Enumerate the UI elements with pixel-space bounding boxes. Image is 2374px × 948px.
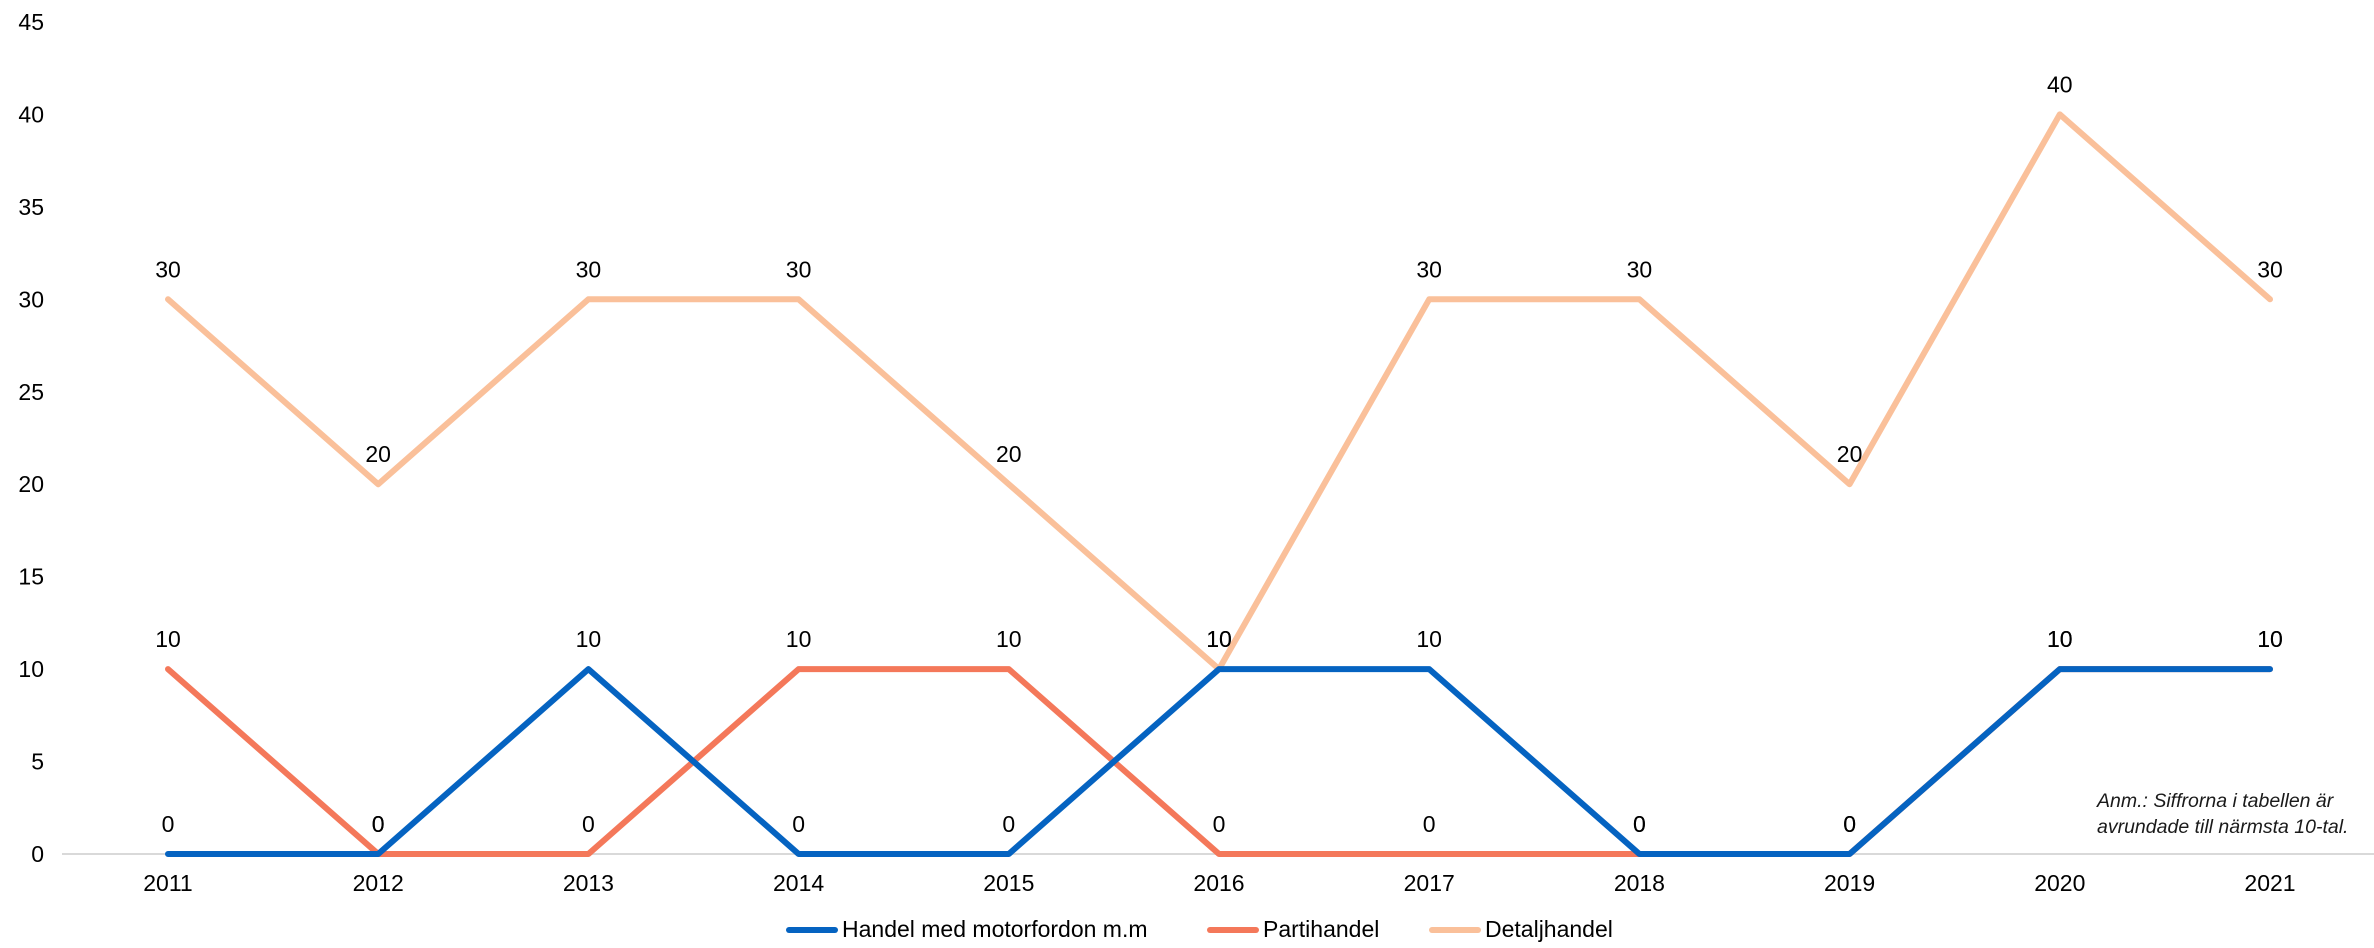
series-line-2 <box>165 111 2273 673</box>
data-label-series-0: 0 <box>1843 811 1856 837</box>
data-label-series-1: 0 <box>1843 811 1856 837</box>
data-label-series-1: 10 <box>786 626 812 652</box>
legend-swatch-motorfordon <box>786 926 838 933</box>
data-label-series-1: 10 <box>2257 626 2283 652</box>
x-tick-label: 2019 <box>1824 870 1875 896</box>
y-tick-label: 5 <box>31 749 44 775</box>
y-tick-label: 25 <box>18 379 44 405</box>
data-label-series-0: 10 <box>2047 626 2073 652</box>
legend: Handel med motorfordon m.m Partihandel D… <box>0 916 2374 948</box>
legend-item-partihandel: Partihandel <box>1207 916 1379 943</box>
data-label-series-2: 30 <box>155 256 181 282</box>
annotation-line-2: avrundade till närmsta 10-tal. <box>2097 816 2349 838</box>
data-label-series-0: 0 <box>1633 811 1646 837</box>
y-axis-tick-labels: 0 5 10 15 20 25 30 35 40 45 <box>18 9 44 867</box>
data-label-series-0: 10 <box>1206 626 1232 652</box>
legend-item-motorfordon: Handel med motorfordon m.m <box>786 916 1148 943</box>
data-label-series-1: 10 <box>996 626 1022 652</box>
data-label-series-2: 30 <box>1627 256 1653 282</box>
data-label-series-1: 0 <box>1423 811 1436 837</box>
x-tick-label: 2011 <box>143 870 192 896</box>
x-tick-label: 2015 <box>983 870 1034 896</box>
data-label-series-2: 30 <box>576 256 602 282</box>
data-label-series-2: 10 <box>1206 626 1232 652</box>
data-label-series-0: 10 <box>2257 626 2283 652</box>
annotation-line-1: Anm.: Siffrorna i tabellen är <box>2097 790 2334 812</box>
data-label-series-2: 30 <box>2257 256 2283 282</box>
data-label-series-2: 30 <box>1416 256 1442 282</box>
data-label-series-0: 0 <box>372 811 385 837</box>
y-tick-label: 15 <box>18 564 44 590</box>
x-tick-label: 2017 <box>1404 870 1455 896</box>
y-tick-label: 10 <box>18 656 44 682</box>
x-tick-label: 2020 <box>2034 870 2085 896</box>
y-tick-label: 20 <box>18 471 44 497</box>
data-label-series-2: 40 <box>2047 71 2073 97</box>
data-label-series-2: 20 <box>1837 441 1863 467</box>
x-tick-label: 2014 <box>773 870 824 896</box>
data-label-series-1: 0 <box>372 811 385 837</box>
data-label-series-0: 0 <box>792 811 805 837</box>
data-label-series-2: 30 <box>786 256 812 282</box>
y-tick-label: 45 <box>18 9 44 35</box>
data-label-series-1: 10 <box>155 626 181 652</box>
annotation-note: Anm.: Siffrorna i tabellen är avrundade … <box>2097 788 2348 840</box>
data-label-series-1: 0 <box>582 811 595 837</box>
legend-item-detaljhandel: Detaljhandel <box>1429 916 1613 943</box>
y-tick-label: 0 <box>31 841 44 867</box>
legend-label-partihandel: Partihandel <box>1263 916 1380 942</box>
data-label-series-2: 20 <box>365 441 391 467</box>
legend-swatch-partihandel <box>1207 926 1259 933</box>
data-label-series-1: 10 <box>2047 626 2073 652</box>
x-tick-label: 2012 <box>353 870 404 896</box>
series-line-0 <box>165 666 2273 857</box>
series-lines <box>165 111 2273 857</box>
data-label-series-1: 0 <box>1213 811 1226 837</box>
legend-label-detaljhandel: Detaljhandel <box>1485 916 1613 942</box>
data-label-series-2: 20 <box>996 441 1022 467</box>
data-label-series-1: 0 <box>1633 811 1646 837</box>
x-tick-label: 2016 <box>1193 870 1244 896</box>
x-tick-label: 2013 <box>563 870 614 896</box>
data-label-series-0: 10 <box>576 626 602 652</box>
y-tick-label: 30 <box>18 286 44 312</box>
data-label-series-0: 0 <box>1002 811 1015 837</box>
x-tick-label: 2021 <box>2244 870 2295 896</box>
y-tick-label: 40 <box>18 101 44 127</box>
y-tick-label: 35 <box>18 194 44 220</box>
x-axis-tick-labels: 2011 2012 2013 2014 2015 2016 2017 2018 2019 2020… <box>143 870 2295 896</box>
data-label-series-0: 0 <box>162 811 175 837</box>
x-tick-label: 2018 <box>1614 870 1665 896</box>
legend-label-motorfordon: Handel med motorfordon m.m <box>842 916 1148 942</box>
legend-swatch-detaljhandel <box>1429 926 1481 933</box>
data-label-series-0: 10 <box>1416 626 1442 652</box>
